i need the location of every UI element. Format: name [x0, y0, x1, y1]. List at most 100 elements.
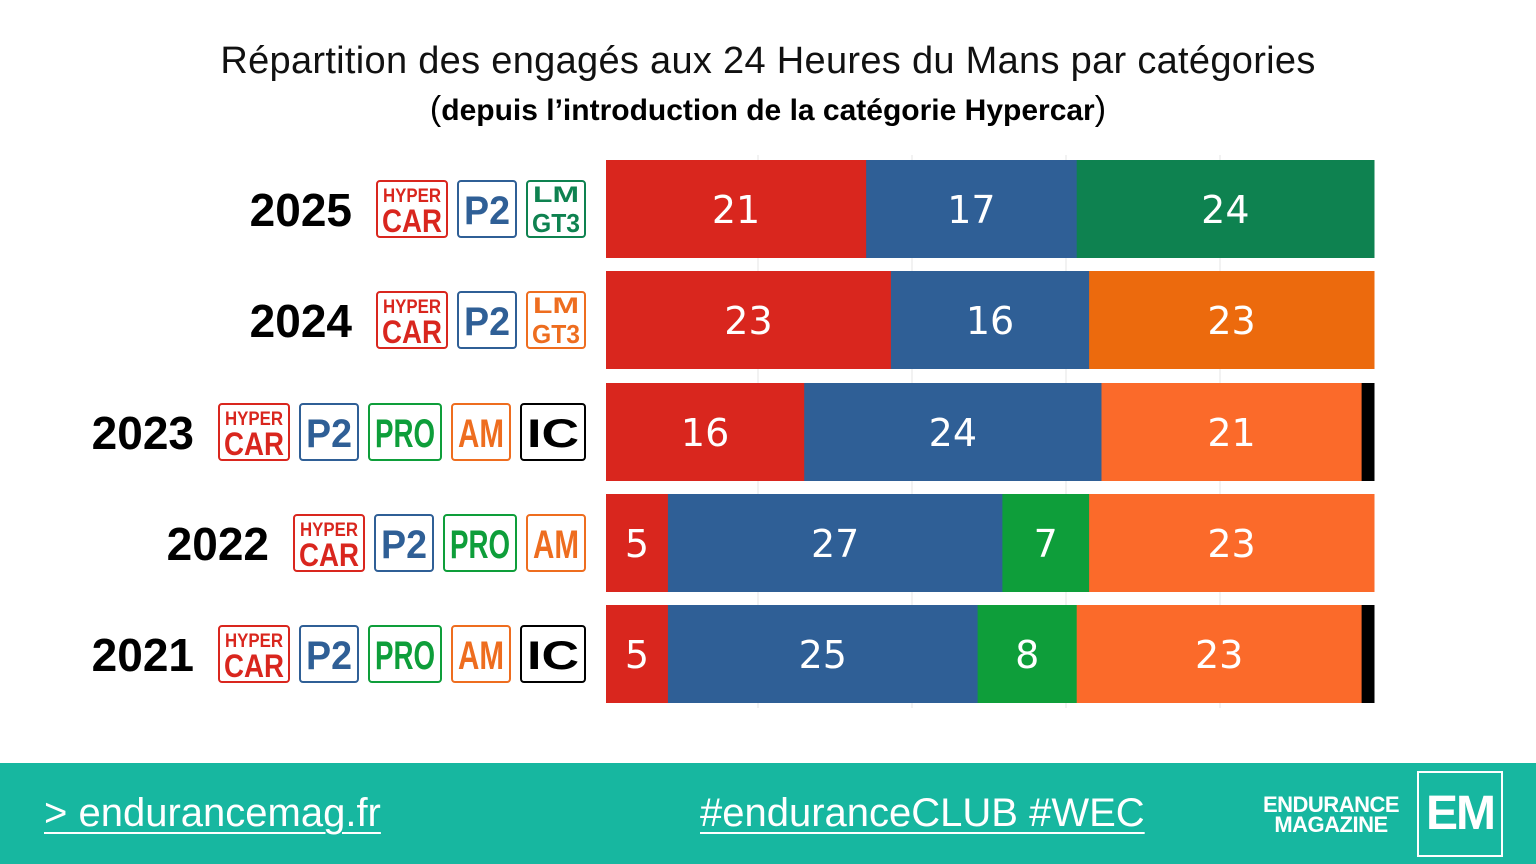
- bar-segment-lmgt3: [1076, 160, 1375, 258]
- category-badge-p2: P2: [457, 291, 517, 349]
- category-badge-pro: PRO: [368, 403, 442, 461]
- logo-line-2: MAGAZINE: [1274, 812, 1388, 837]
- badge-text-line2: CAR: [224, 426, 284, 462]
- badge-frame: [299, 403, 359, 461]
- site-link[interactable]: > endurancemag.fr: [44, 791, 381, 835]
- badge-text: AM: [458, 412, 504, 456]
- badge-frame: [218, 625, 290, 683]
- category-badge-pro: PRO: [443, 514, 517, 572]
- data-label: 7: [1034, 522, 1058, 566]
- bar-segment-hypercar: [606, 605, 669, 703]
- badge-frame: [526, 180, 586, 238]
- brand-logo-mark: EM: [1417, 771, 1503, 857]
- bar-segment-hypercar: [606, 160, 867, 258]
- badge-frame: [376, 291, 448, 349]
- subtitle-text: depuis l’introduction de la catégorie Hy…: [441, 94, 1095, 127]
- badge-text-line2: CAR: [382, 314, 442, 350]
- badge-frame: [376, 180, 448, 238]
- badge-frame: [293, 514, 365, 572]
- badge-frame: [374, 514, 434, 572]
- bar-segment-lmgt3: [1089, 271, 1375, 369]
- subtitle-close-paren: ): [1094, 90, 1107, 128]
- bar-segment-ic: [1361, 383, 1375, 481]
- year-label: 2025: [250, 184, 352, 236]
- badge-text-line2: CAR: [382, 203, 442, 239]
- badge-text-line1: HYPER: [300, 520, 358, 541]
- bar-segment-am: [1089, 494, 1375, 592]
- data-label: 23: [1207, 299, 1255, 343]
- bar-segment-hypercar: [606, 383, 805, 481]
- category-badge-ic: IC: [520, 625, 586, 683]
- data-label: 5: [625, 522, 649, 566]
- badge-frame: [457, 291, 517, 349]
- badge-text: P2: [464, 189, 510, 233]
- category-badge-pro: PRO: [368, 625, 442, 683]
- category-badge-am: AM: [526, 514, 586, 572]
- data-label: 23: [724, 299, 772, 343]
- badge-text: PRO: [375, 412, 435, 456]
- badge-text-line1: LM: [533, 182, 579, 207]
- category-badge-p2: P2: [374, 514, 434, 572]
- data-label: 8: [1015, 633, 1039, 677]
- data-label: 24: [929, 411, 977, 455]
- category-badge-p2: P2: [299, 625, 359, 683]
- logo-line-1: ENDURANCE: [1262, 792, 1400, 817]
- subtitle-open-paren: (: [429, 90, 442, 128]
- bar-segment-hypercar: [606, 494, 669, 592]
- data-label: 21: [712, 188, 760, 232]
- brand-logo-text: ENDURANCE MAGAZINE: [1252, 792, 1410, 837]
- badge-frame: [218, 403, 290, 461]
- category-badge-am: AM: [451, 625, 511, 683]
- data-label: 17: [947, 188, 995, 232]
- badge-text-line1: HYPER: [225, 409, 283, 430]
- bar-segment-p2: [667, 605, 979, 703]
- bar-segment-hypercar: [606, 271, 892, 369]
- data-label: 27: [811, 522, 859, 566]
- bar-segment-pro: [1002, 494, 1090, 592]
- badge-frame: [368, 625, 442, 683]
- chart-subtitle: (depuis l’introduction de la catégorie H…: [0, 90, 1536, 129]
- badge-text-line2: CAR: [299, 537, 359, 573]
- year-label: 2021: [92, 629, 194, 681]
- chart-title: Répartition des engagés aux 24 Heures du…: [220, 40, 1316, 82]
- category-badge-am: AM: [451, 403, 511, 461]
- data-label: 16: [966, 299, 1014, 343]
- badge-frame: [299, 625, 359, 683]
- data-label: 5: [625, 633, 649, 677]
- badge-text: PRO: [375, 634, 435, 678]
- badge-frame: [526, 514, 586, 572]
- badge-text: AM: [533, 523, 579, 567]
- data-label: 25: [799, 633, 847, 677]
- badge-text: PRO: [450, 523, 510, 567]
- badge-text: P2: [306, 634, 352, 678]
- badge-frame: [457, 180, 517, 238]
- data-label: 23: [1195, 633, 1243, 677]
- badge-frame: [520, 403, 586, 461]
- data-label: 16: [681, 411, 729, 455]
- badge-frame: [451, 403, 511, 461]
- year-label: 2022: [167, 518, 269, 570]
- badge-text-line1: HYPER: [383, 186, 441, 207]
- hashtags-link[interactable]: #enduranceCLUB #WEC: [700, 791, 1145, 835]
- year-label: 2024: [250, 295, 353, 347]
- badge-text: P2: [306, 412, 352, 456]
- data-label: 24: [1201, 188, 1249, 232]
- badge-frame: [368, 403, 442, 461]
- badge-frame: [443, 514, 517, 572]
- bar-segment-p2: [804, 383, 1102, 481]
- bar-segment-p2: [866, 160, 1078, 258]
- badge-text: P2: [464, 300, 510, 344]
- badge-frame: [451, 625, 511, 683]
- bar-segment-am: [1076, 605, 1363, 703]
- badge-text-line2: GT3: [532, 319, 580, 349]
